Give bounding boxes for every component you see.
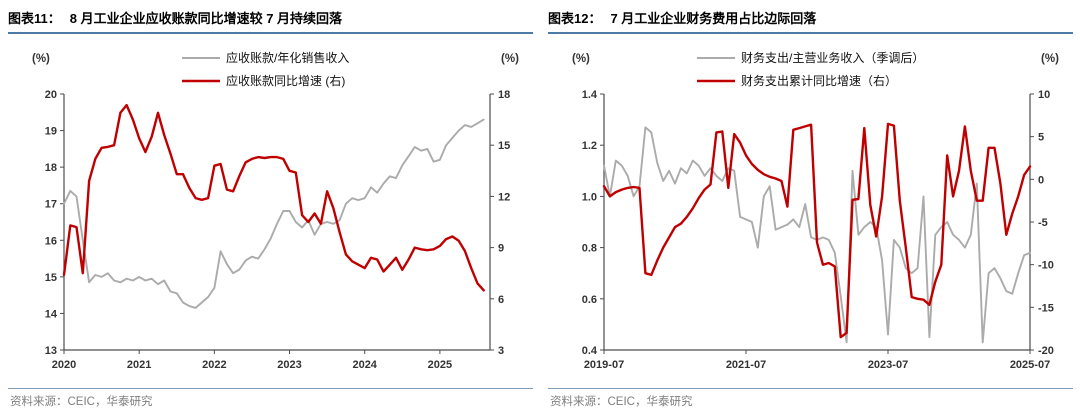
left-axis-unit: (%) [572, 53, 590, 65]
figure-11-header: 图表11： 8 月工业企业应收账款同比增速较 7 月持续回落 [8, 0, 533, 34]
right-axis-label: 18 [498, 89, 510, 101]
right-axis-label: -5 [1038, 217, 1048, 229]
left-axis-label: 16 [45, 235, 57, 247]
legend-label-receivables_to_sales: 应收账款/年化销售收入 [226, 50, 349, 65]
left-axis-unit: (%) [32, 53, 50, 65]
left-axis-label: 0.8 [582, 243, 597, 255]
x-axis-label: 2020 [52, 359, 76, 371]
right-axis-label: -10 [1038, 260, 1054, 272]
x-axis-label: 2023 [277, 359, 301, 371]
figure-11-source: 资料来源：CEIC，华泰研究 [10, 396, 153, 408]
figure-11-footer: 资料来源：CEIC，华泰研究 [8, 388, 533, 413]
series-line-receivables_to_sales [63, 118, 485, 309]
x-axis-label: 2021 [127, 359, 151, 371]
left-axis-label: 17 [45, 199, 57, 211]
finance-expense-line-chart: 1.4 1.2 1.0 0.8 0.6 0.4 10 5 0 -5 -10 -15 -20 2019-07… [572, 50, 1059, 371]
right-axis-label: 3 [498, 345, 504, 357]
left-axis-label: 1.0 [582, 191, 597, 203]
left-axis-label: 15 [45, 272, 57, 284]
left-axis-label: 18 [45, 162, 57, 174]
right-axis-label: 0 [1038, 174, 1044, 186]
right-axis-label: 15 [498, 140, 510, 152]
right-axis-unit: (%) [501, 53, 519, 65]
x-axis-label: 2021-07 [726, 359, 766, 371]
legend-label-receivables_yoy: 应收账款同比增速 (右) [226, 73, 345, 88]
figure-11: 图表11： 8 月工业企业应收账款同比增速较 7 月持续回落 20 19 18 17 1… [8, 0, 533, 413]
left-axis-label: 1.2 [582, 140, 597, 152]
left-axis-label: 20 [45, 89, 57, 101]
x-axis-label: 2022 [202, 359, 226, 371]
right-axis-label: 6 [498, 294, 504, 306]
x-axis-label: 2024 [352, 359, 377, 371]
left-axis-label: 13 [45, 345, 57, 357]
left-axis-label: 0.6 [582, 294, 597, 306]
right-axis-label: 10 [1038, 89, 1050, 101]
left-axis-label: 19 [45, 126, 57, 138]
x-axis-label: 2019-07 [584, 359, 624, 371]
x-axis-label: 2023-07 [868, 359, 908, 371]
figure-12-source: 资料来源：CEIC，华泰研究 [550, 396, 693, 408]
left-axis-label: 14 [45, 308, 58, 320]
right-axis-label: 12 [498, 191, 510, 203]
figure-11-caption: 8 月工业企业应收账款同比增速较 7 月持续回落 [69, 11, 343, 26]
legend-label-finance_expense_yoy: 财务支出累计同比增速（右） [741, 73, 897, 88]
figure-12-label: 图表12： [548, 11, 602, 26]
right-axis-label: -15 [1038, 302, 1054, 314]
right-axis-label: -20 [1038, 345, 1054, 357]
series-line-receivables_yoy [62, 103, 485, 292]
x-axis-label: 2025-07 [1010, 359, 1050, 371]
figure-12-header: 图表12： 7 月工业企业财务费用占比边际回落 [548, 0, 1073, 34]
figure-12-caption: 7 月工业企业财务费用占比边际回落 [610, 11, 817, 26]
right-axis-unit: (%) [1041, 53, 1059, 65]
figure-11-label: 图表11： [8, 11, 61, 26]
left-axis-label: 0.4 [582, 345, 598, 357]
series-line-finance_expense_yoy [602, 122, 1032, 339]
figure-12-footer: 资料来源：CEIC，华泰研究 [548, 388, 1073, 413]
figure-12: 图表12： 7 月工业企业财务费用占比边际回落 1.4 1.2 1.0 0.8 0.6 0… [540, 0, 1080, 413]
left-axis-label: 1.4 [582, 89, 598, 101]
x-axis-label: 2025 [428, 359, 452, 371]
right-axis-label: 9 [498, 243, 504, 255]
legend-label-finance_expense_ratio: 财务支出/主营业务收入（季调后） [741, 50, 924, 65]
right-axis-label: 5 [1038, 132, 1044, 144]
receivables-line-chart: 20 19 18 17 16 15 14 13 18 15 12 9 6 3 2020 2021 2022 202… [32, 50, 519, 371]
